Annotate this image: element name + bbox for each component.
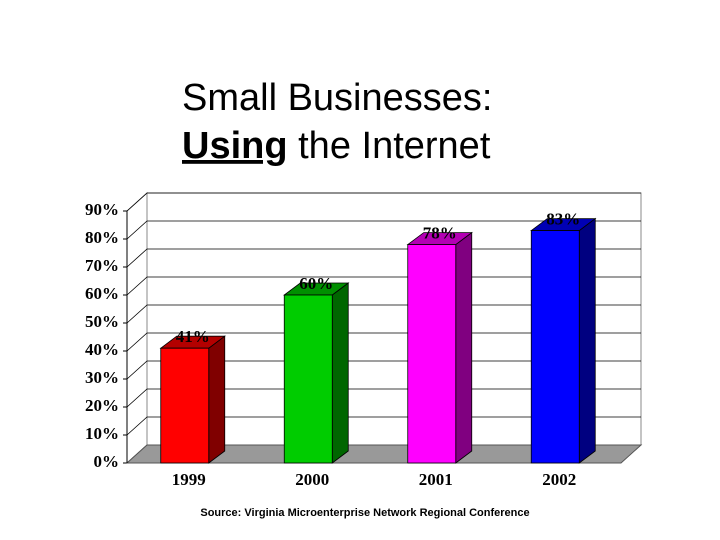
x-tick-label: 1999: [172, 470, 206, 489]
y-tick-label: 40%: [85, 340, 119, 359]
grid-line: [126, 332, 641, 352]
grid-line: [126, 248, 641, 268]
grid-line: [126, 304, 641, 324]
value-label: 83%: [546, 210, 580, 229]
bar: [530, 230, 580, 464]
title-line: Small Businesses:: [182, 77, 492, 119]
x-tick-label: 2000: [295, 470, 329, 489]
grid-line: [126, 388, 641, 408]
y-tick-label: 50%: [85, 312, 119, 331]
value-label: 60%: [299, 274, 333, 293]
grid-line: [126, 276, 641, 296]
title-text: Small Businesses:: [182, 77, 492, 119]
bar-side: [208, 335, 226, 464]
y-tick-label: 30%: [85, 368, 119, 387]
bar: [407, 244, 457, 464]
y-tick-label: 10%: [85, 424, 119, 443]
bar-side: [578, 217, 596, 464]
y-tick-label: 70%: [85, 256, 119, 275]
value-label: 78%: [423, 224, 457, 243]
value-label: 41%: [176, 327, 210, 346]
source-note: Source: Virginia Microenterprise Network…: [200, 507, 529, 519]
side-wall: [126, 191, 148, 465]
grid-line: [126, 416, 641, 436]
bar: [160, 347, 210, 464]
bar-side: [455, 231, 473, 464]
grid-line: [126, 220, 641, 240]
title-emphasis: Using: [182, 125, 288, 167]
y-tick-label: 0%: [94, 452, 120, 471]
x-tick-label: 2002: [542, 470, 576, 489]
y-tick-label: 60%: [85, 284, 119, 303]
grid-line: [126, 360, 641, 380]
grid-line: [126, 192, 641, 212]
bar: [283, 294, 333, 464]
bar-side: [331, 282, 349, 464]
title-line: Using the Internet: [182, 125, 491, 167]
y-tick-label: 90%: [85, 200, 119, 219]
title-text: the Internet: [298, 125, 491, 167]
x-tick-label: 2001: [419, 470, 453, 489]
y-tick-label: 80%: [85, 228, 119, 247]
y-tick-label: 20%: [85, 396, 119, 415]
